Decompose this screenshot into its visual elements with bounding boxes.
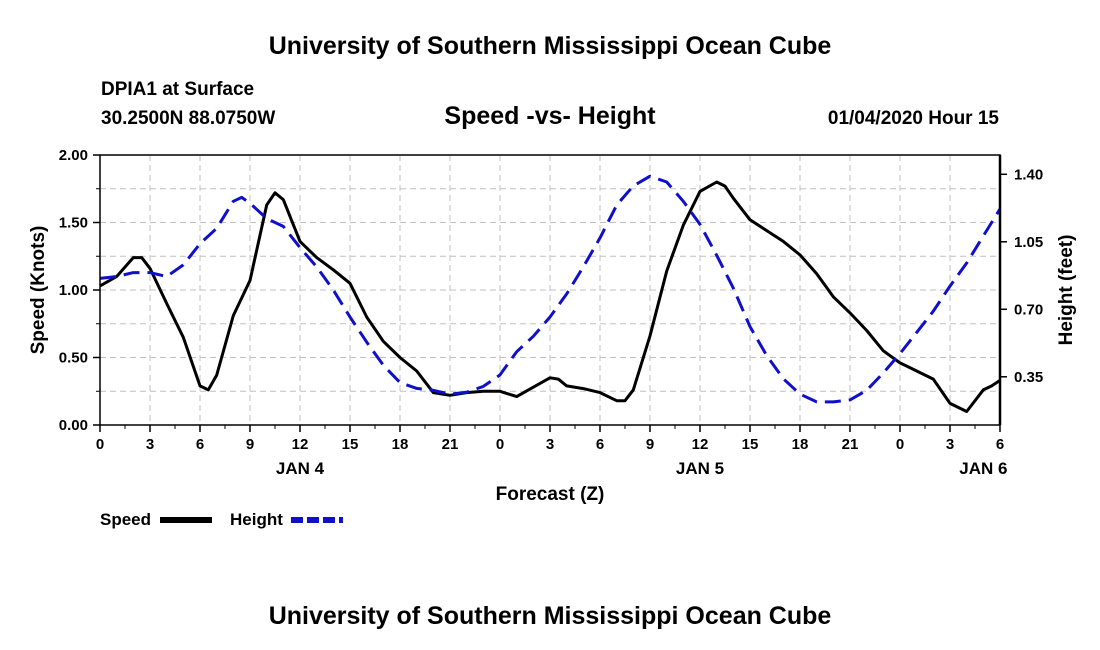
x-tick-label: 9 <box>646 436 654 453</box>
series-layer <box>99 174 1002 413</box>
y-tick-label: 0.50 <box>59 350 88 367</box>
forecast-datetime: 01/04/2020 Hour 15 <box>828 108 1000 129</box>
legend-speed-label: Speed <box>100 510 151 529</box>
y2-axis-label: Height (feet) <box>1056 235 1077 346</box>
y2-tick-label: 1.05 <box>1014 234 1043 251</box>
y-tick-label: 1.00 <box>59 282 88 299</box>
x-tick-label: 18 <box>392 436 409 453</box>
station-label: DPIA1 at Surface <box>101 79 254 100</box>
x-tick-label: 6 <box>596 436 604 453</box>
footer-title: University of Southern Mississippi Ocean… <box>269 602 832 630</box>
legend-height-label: Height <box>230 510 283 529</box>
x-tick-label: 3 <box>946 436 954 453</box>
x-tick-label: 0 <box>496 436 504 453</box>
x-tick-label: 0 <box>896 436 904 453</box>
x-tick-label: 18 <box>792 436 809 453</box>
y2-tick-label: 0.35 <box>1014 369 1043 386</box>
x-tick-label: 3 <box>146 436 154 453</box>
date-label: JAN 4 <box>276 459 325 478</box>
x-tick-label: 12 <box>292 436 309 453</box>
page-title: University of Southern Mississippi Ocean… <box>269 32 832 60</box>
x-tick-label: 0 <box>96 436 104 453</box>
x-tick-label: 6 <box>996 436 1004 453</box>
x-axis-label: Forecast (Z) <box>496 484 605 505</box>
axes: 0 3 6 9 12 15 18 21 0 3 6 9 12 15 18 21 0 3 6 JAN 4 JAN 5 JAN… <box>59 147 1043 478</box>
x-tick-label: 3 <box>546 436 554 453</box>
x-tick-label: 21 <box>842 436 859 453</box>
y2-tick-label: 1.40 <box>1014 166 1043 183</box>
date-label: JAN 5 <box>676 459 724 478</box>
grid <box>100 155 1000 425</box>
x-tick-label: 12 <box>692 436 709 453</box>
x-tick-label: 15 <box>742 436 759 453</box>
speed-series-line <box>99 180 1001 413</box>
y-tick-label: 2.00 <box>59 147 88 164</box>
y-tick-label: 1.50 <box>59 215 88 232</box>
coordinates-label: 30.2500N 88.0750W <box>101 108 275 129</box>
x-tick-label: 6 <box>196 436 204 453</box>
x-tick-label: 9 <box>246 436 254 453</box>
y2-tick-label: 0.70 <box>1014 301 1043 318</box>
y-tick-label: 0.00 <box>59 417 88 434</box>
date-label: JAN 6 <box>959 459 1007 478</box>
x-tick-label: 15 <box>342 436 359 453</box>
x-tick-label: 21 <box>442 436 459 453</box>
plot-title: Speed -vs- Height <box>444 102 656 130</box>
y-axis-label: Speed (Knots) <box>28 226 49 355</box>
legend: Speed Height <box>100 510 343 529</box>
height-series-line <box>99 174 1002 404</box>
